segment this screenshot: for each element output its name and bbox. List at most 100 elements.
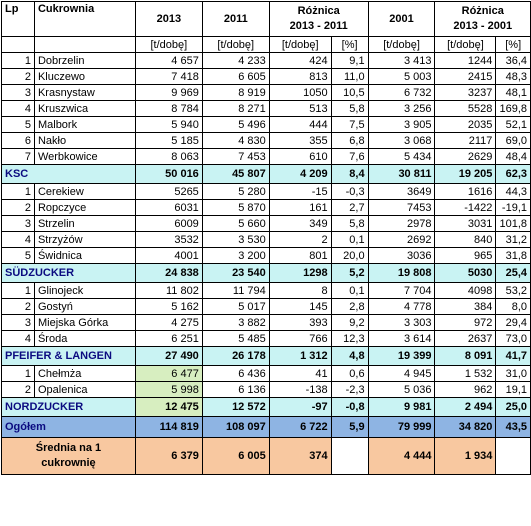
value-2001: 3 256 <box>367 100 436 117</box>
row-name: Werbkowice <box>33 148 136 165</box>
diff-2013-2001: 5528 <box>434 100 497 117</box>
pct-2013-2001: 41,7 <box>495 346 531 366</box>
row-name: Kluczewo <box>33 68 136 85</box>
diff-2013-2011: 349 <box>268 215 332 232</box>
value-2011: 6 605 <box>201 68 270 85</box>
diff-2013-2001: 8 091 <box>434 346 497 366</box>
diff-2013-2011: 513 <box>268 100 332 117</box>
value-2011: 5 496 <box>201 116 270 133</box>
value-2013: 114 819 <box>134 416 203 438</box>
value-2011: 4 233 <box>201 52 270 69</box>
value-2001: 4 444 <box>367 437 436 475</box>
value-2011: 12 572 <box>201 397 270 417</box>
row-lp: 1 <box>1 52 35 69</box>
table-row: 5 Malbork 5 940 5 496 444 7,5 3 905 2035 52,1 <box>1 116 531 133</box>
group-summary-row: SÜDZUCKER 24 838 23 540 1298 5,2 19 808 5030 25… <box>1 263 531 283</box>
group-name: PFEIFER & LANGEN <box>1 346 136 366</box>
value-2013: 11 802 <box>134 282 203 299</box>
pct-2013-2001: 25,4 <box>495 263 531 283</box>
row-lp: 3 <box>1 314 35 331</box>
row-lp: 2 <box>1 68 35 85</box>
row-name: Chełmża <box>33 365 136 382</box>
diff-2013-2001: 1 934 <box>434 437 497 475</box>
value-2001: 3649 <box>367 183 436 200</box>
value-2001: 30 811 <box>367 164 436 184</box>
average-label: Średnia na 1 cukrownię <box>1 437 136 475</box>
diff-2013-2001: 3237 <box>434 84 497 101</box>
pct-2013-2011: 0,1 <box>330 231 369 248</box>
value-2001: 7453 <box>367 199 436 216</box>
diff-2013-2001: 1244 <box>434 52 497 69</box>
unit-2011: [t/dobę] <box>201 36 270 53</box>
value-2013: 8 784 <box>134 100 203 117</box>
diff2-line1: Różnica <box>461 5 504 17</box>
value-2013: 6031 <box>134 199 203 216</box>
average-label-line2: cukrownię <box>41 457 96 469</box>
row-name: Strzelin <box>33 215 136 232</box>
pct-2013-2001: 69,0 <box>495 132 531 149</box>
pct-2013-2011: 11,0 <box>330 68 369 85</box>
pct-2013-2011: 9,1 <box>330 52 369 69</box>
unit-pct2: [%] <box>495 36 531 53</box>
value-2011: 8 919 <box>201 84 270 101</box>
row-name: Świdnica <box>33 247 136 264</box>
table-row: 4 Strzyżów 3532 3 530 2 0,1 2692 840 31,2 <box>1 231 531 248</box>
pct-2013-2011: 8,4 <box>330 164 369 184</box>
col-header-2013: 2013 <box>134 1 203 37</box>
table-row: 1 Glinojeck 11 802 11 794 8 0,1 7 704 4098 53,2 <box>1 282 531 299</box>
pct-2013-2011: 10,5 <box>330 84 369 101</box>
value-2011: 23 540 <box>201 263 270 283</box>
pct-2013-2001: 44,3 <box>495 183 531 200</box>
diff-2013-2011: 393 <box>268 314 332 331</box>
table-row: 1 Dobrzelin 4 657 4 233 424 9,1 3 413 1244 36,4 <box>1 52 531 69</box>
diff-2013-2011: 41 <box>268 365 332 382</box>
pct-2013-2011: -0,3 <box>330 183 369 200</box>
col-header-lp: Lp <box>1 1 35 37</box>
row-name: Glinojeck <box>33 282 136 299</box>
pct-2013-2001: -19,1 <box>495 199 531 216</box>
value-2001: 5 434 <box>367 148 436 165</box>
row-lp: 1 <box>1 183 35 200</box>
average-label-line1: Średnia na 1 <box>35 442 102 454</box>
diff-2013-2011: 145 <box>268 298 332 315</box>
diff-2013-2011: 1298 <box>268 263 332 283</box>
col-header-2011: 2011 <box>201 1 270 37</box>
table-row: 2 Gostyń 5 162 5 017 145 2,8 4 778 384 8,0 <box>1 298 531 315</box>
diff-2013-2001: 2117 <box>434 132 497 149</box>
diff-2013-2011: 1050 <box>268 84 332 101</box>
col-header-2001: 2001 <box>367 1 436 37</box>
diff-2013-2001: 1616 <box>434 183 497 200</box>
diff-2013-2011: 1 312 <box>268 346 332 366</box>
value-2013: 4 275 <box>134 314 203 331</box>
diff-2013-2011: 801 <box>268 247 332 264</box>
value-2001: 3 905 <box>367 116 436 133</box>
pct-2013-2001: 31,8 <box>495 247 531 264</box>
value-2013: 50 016 <box>134 164 203 184</box>
table-row: 1 Chełmża 6 477 6 436 41 0,6 4 945 1 532 31,0 <box>1 365 531 382</box>
table-row: 3 Miejska Górka 4 275 3 882 393 9,2 3 303 972 29… <box>1 314 531 331</box>
pct-2013-2001: 29,4 <box>495 314 531 331</box>
value-2001: 3 614 <box>367 330 436 347</box>
row-lp: 5 <box>1 247 35 264</box>
pct-2013-2001: 31,2 <box>495 231 531 248</box>
pct-2013-2001: 19,1 <box>495 381 531 398</box>
group-summary-row: PFEIFER & LANGEN 27 490 26 178 1 312 4,8 19 3… <box>1 346 531 366</box>
average-row: Średnia na 1 cukrownię 6 379 6 005 374 4 444 1… <box>1 437 531 475</box>
row-name: Opalenica <box>33 381 136 398</box>
table-row: 4 Kruszwica 8 784 8 271 513 5,8 3 256 5528 169,8 <box>1 100 531 117</box>
value-2011: 26 178 <box>201 346 270 366</box>
unit-diff1: [t/dobę] <box>268 36 332 53</box>
value-2013: 6 477 <box>134 365 203 382</box>
value-2001: 4 778 <box>367 298 436 315</box>
units-row: [t/dobę] [t/dobę] [t/dobę] [%] [t/dobę] … <box>1 36 531 53</box>
row-lp: 1 <box>1 365 35 382</box>
value-2001: 6 732 <box>367 84 436 101</box>
diff-2013-2001: 2629 <box>434 148 497 165</box>
row-name: Miejska Górka <box>33 314 136 331</box>
row-lp: 3 <box>1 84 35 101</box>
value-2013: 8 063 <box>134 148 203 165</box>
pct-2013-2011: 0,6 <box>330 365 369 382</box>
diff1-line2: 2013 - 2011 <box>289 20 348 32</box>
row-name: Dobrzelin <box>33 52 136 69</box>
value-2001: 5 036 <box>367 381 436 398</box>
